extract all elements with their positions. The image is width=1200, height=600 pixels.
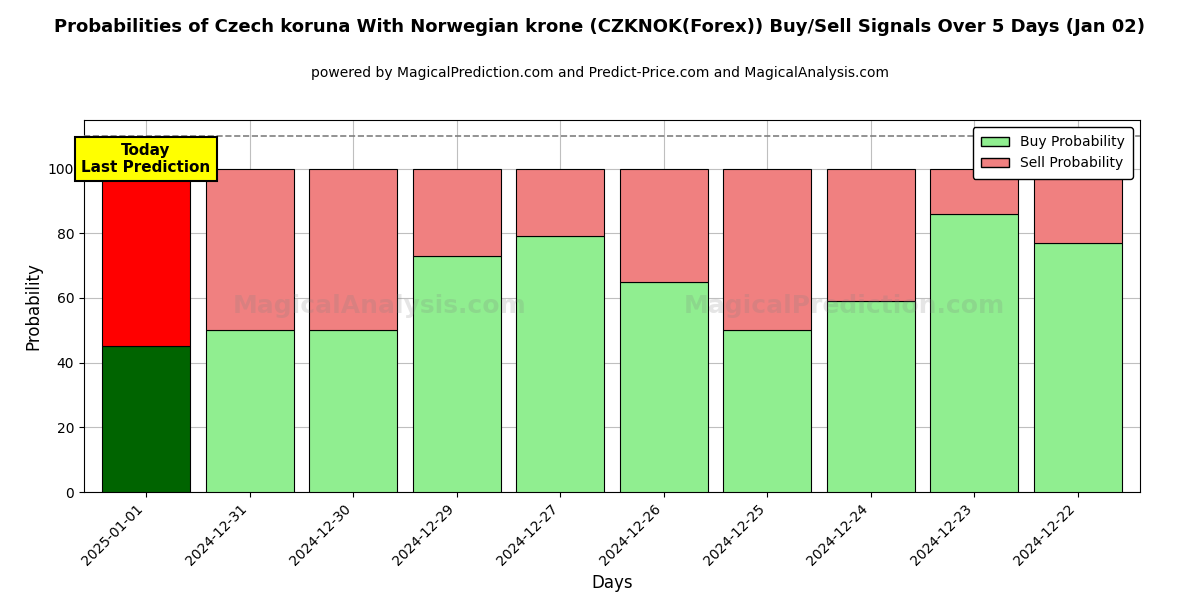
Bar bbox=[1034, 169, 1122, 243]
Legend: Buy Probability, Sell Probability: Buy Probability, Sell Probability bbox=[973, 127, 1133, 179]
Bar bbox=[724, 330, 811, 492]
Bar bbox=[724, 169, 811, 330]
Bar bbox=[930, 214, 1019, 492]
Text: powered by MagicalPrediction.com and Predict-Price.com and MagicalAnalysis.com: powered by MagicalPrediction.com and Pre… bbox=[311, 66, 889, 80]
Bar bbox=[619, 282, 708, 492]
Bar bbox=[102, 169, 190, 346]
X-axis label: Days: Days bbox=[592, 574, 632, 592]
Y-axis label: Probability: Probability bbox=[24, 262, 42, 350]
Bar bbox=[102, 346, 190, 492]
Text: Probabilities of Czech koruna With Norwegian krone (CZKNOK(Forex)) Buy/Sell Sign: Probabilities of Czech koruna With Norwe… bbox=[54, 18, 1146, 36]
Bar bbox=[516, 236, 605, 492]
Text: MagicalPrediction.com: MagicalPrediction.com bbox=[684, 294, 1004, 318]
Bar bbox=[930, 169, 1019, 214]
Bar bbox=[310, 169, 397, 330]
Bar bbox=[516, 169, 605, 236]
Text: Today
Last Prediction: Today Last Prediction bbox=[82, 143, 211, 175]
Bar bbox=[827, 301, 914, 492]
Bar bbox=[1034, 243, 1122, 492]
Bar bbox=[205, 169, 294, 330]
Bar bbox=[310, 330, 397, 492]
Bar bbox=[827, 169, 914, 301]
Text: MagicalAnalysis.com: MagicalAnalysis.com bbox=[233, 294, 527, 318]
Bar bbox=[413, 169, 500, 256]
Bar bbox=[413, 256, 500, 492]
Bar bbox=[205, 330, 294, 492]
Bar bbox=[619, 169, 708, 282]
